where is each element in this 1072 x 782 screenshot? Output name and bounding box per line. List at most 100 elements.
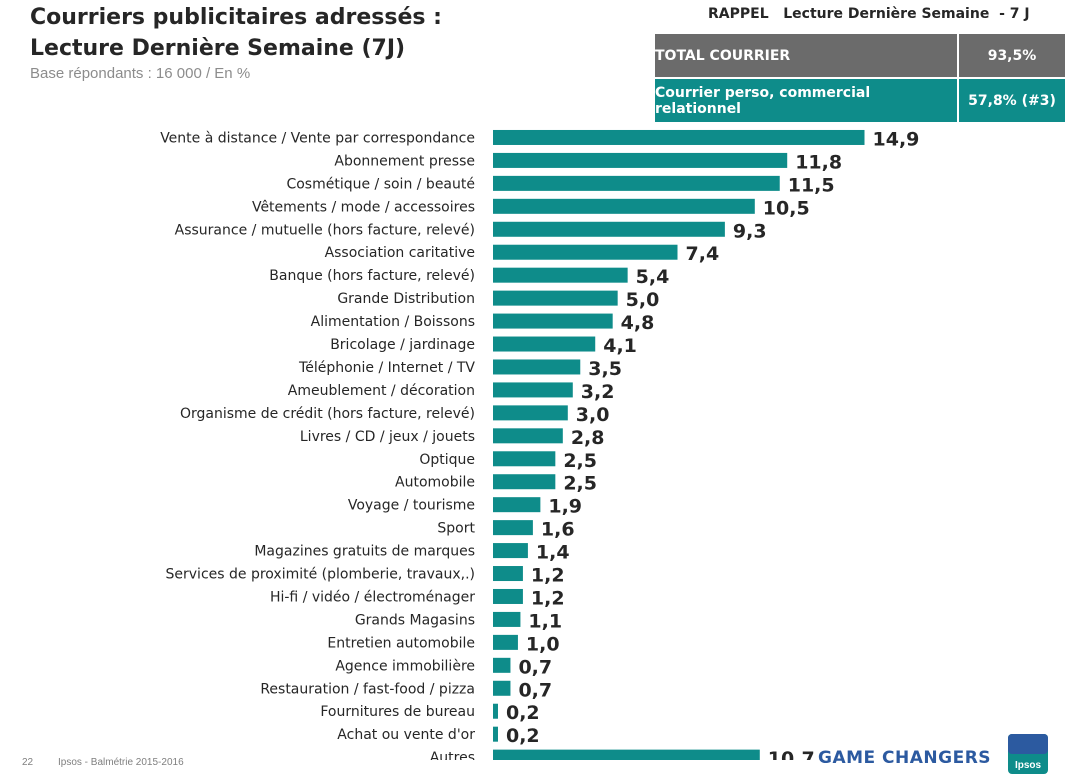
bar [493, 726, 498, 742]
value-label: 1,0 [526, 633, 560, 655]
bar [493, 451, 556, 467]
category-label: Association caritative [325, 245, 475, 261]
bar [493, 703, 498, 719]
bar [493, 749, 760, 760]
bar [493, 474, 556, 490]
bar [493, 405, 568, 421]
category-label: Achat ou vente d'or [337, 727, 475, 743]
recall-label: Courrier perso, commercial relationnel [655, 79, 957, 122]
bar [493, 244, 678, 260]
value-label: 2,5 [563, 473, 597, 495]
value-label: 0,7 [518, 679, 552, 701]
bar [493, 175, 780, 191]
category-label: Autres [430, 750, 475, 760]
value-label: 14,9 [873, 128, 920, 150]
value-label: 2,5 [563, 450, 597, 472]
category-label: Hi-fi / vidéo / électroménager [270, 589, 475, 605]
page-title: Courriers publicitaires adressés : Lectu… [30, 2, 630, 64]
logo-text: Ipsos [1015, 760, 1042, 771]
title-line-2: Lecture Dernière Semaine (7J) [30, 36, 406, 61]
category-label: Vente à distance / Vente par corresponda… [160, 130, 475, 146]
bar [493, 634, 518, 650]
value-label: 9,3 [733, 220, 767, 242]
bar [493, 566, 523, 582]
category-label: Abonnement presse [334, 153, 475, 169]
bar [493, 313, 613, 329]
value-label: 1,2 [531, 587, 565, 609]
bar [493, 611, 521, 627]
recall-value: 93,5% [959, 34, 1065, 77]
recall-header: RAPPEL Lecture Dernière Semaine - 7 J [708, 6, 1030, 22]
category-label: Grande Distribution [337, 291, 475, 307]
bar [493, 129, 865, 145]
value-label: 4,1 [603, 335, 637, 357]
category-label: Cosmétique / soin / beauté [286, 176, 475, 192]
title-line-1: Courriers publicitaires adressés : [30, 5, 442, 30]
value-label: 1,4 [536, 542, 570, 564]
value-label: 2,8 [571, 427, 605, 449]
page-number: 22 [22, 757, 34, 768]
category-label: Vêtements / mode / accessoires [252, 199, 475, 215]
value-label: 0,2 [506, 725, 540, 747]
bar [493, 290, 618, 306]
category-label: Bricolage / jardinage [330, 337, 475, 353]
bar [493, 497, 541, 513]
value-label: 10,5 [763, 197, 810, 219]
bar [493, 657, 511, 673]
bar [493, 198, 755, 214]
recall-row-perso: Courrier perso, commercial relationnel 5… [655, 79, 1065, 122]
bar [493, 267, 628, 283]
bar-chart: Vente à distance / Vente par corresponda… [160, 128, 920, 760]
bar [493, 520, 533, 536]
value-label: 4,8 [621, 312, 655, 334]
value-label: 1,6 [541, 519, 575, 541]
value-label: 1,2 [531, 565, 565, 587]
value-label: 0,7 [518, 656, 552, 678]
category-label: Alimentation / Boissons [311, 314, 475, 330]
bar [493, 336, 596, 352]
page-subtitle: Base répondants : 16 000 / En % [30, 65, 251, 82]
value-label: 10,7 [768, 748, 815, 760]
recall-row-total: TOTAL COURRIER 93,5% [655, 34, 1065, 77]
bar [493, 382, 573, 398]
bar [493, 359, 581, 375]
bar [493, 221, 725, 237]
value-label: 0,2 [506, 702, 540, 724]
value-label: 3,5 [588, 358, 622, 380]
category-label: Voyage / tourisme [348, 498, 475, 514]
recall-table: TOTAL COURRIER 93,5% Courrier perso, com… [655, 34, 1065, 124]
value-label: 11,8 [795, 151, 842, 173]
value-label: 5,4 [636, 266, 670, 288]
recall-value: 57,8% (#3) [959, 79, 1065, 122]
value-label: 11,5 [788, 174, 835, 196]
bar [493, 428, 563, 444]
value-label: 7,4 [686, 243, 720, 265]
category-label: Sport [437, 521, 475, 537]
category-label: Automobile [395, 475, 475, 491]
category-label: Ameublement / décoration [288, 383, 475, 399]
bar [493, 543, 528, 559]
value-label: 3,2 [581, 381, 615, 403]
category-label: Magazines gratuits de marques [254, 544, 475, 560]
category-label: Services de proximité (plomberie, travau… [166, 567, 475, 583]
category-label: Banque (hors facture, relevé) [269, 268, 475, 284]
category-label: Entretien automobile [327, 635, 475, 651]
recall-label: TOTAL COURRIER [655, 34, 957, 77]
category-label: Optique [419, 452, 475, 468]
bar [493, 152, 788, 168]
category-label: Organisme de crédit (hors facture, relev… [180, 406, 475, 422]
value-label: 5,0 [626, 289, 660, 311]
category-label: Fournitures de bureau [320, 704, 475, 720]
value-label: 1,1 [528, 610, 562, 632]
category-label: Restauration / fast-food / pizza [260, 681, 475, 697]
category-label: Agence immobilière [335, 658, 475, 674]
source-note: Ipsos - Balmétrie 2015-2016 [58, 757, 184, 768]
tagline: GAME CHANGERS [818, 748, 992, 768]
category-label: Livres / CD / jeux / jouets [300, 429, 475, 445]
bar [493, 588, 523, 604]
value-label: 1,9 [548, 496, 582, 518]
value-label: 3,0 [576, 404, 610, 426]
bar [493, 680, 511, 696]
category-label: Assurance / mutuelle (hors facture, rele… [175, 222, 475, 238]
category-label: Grands Magasins [355, 612, 475, 628]
